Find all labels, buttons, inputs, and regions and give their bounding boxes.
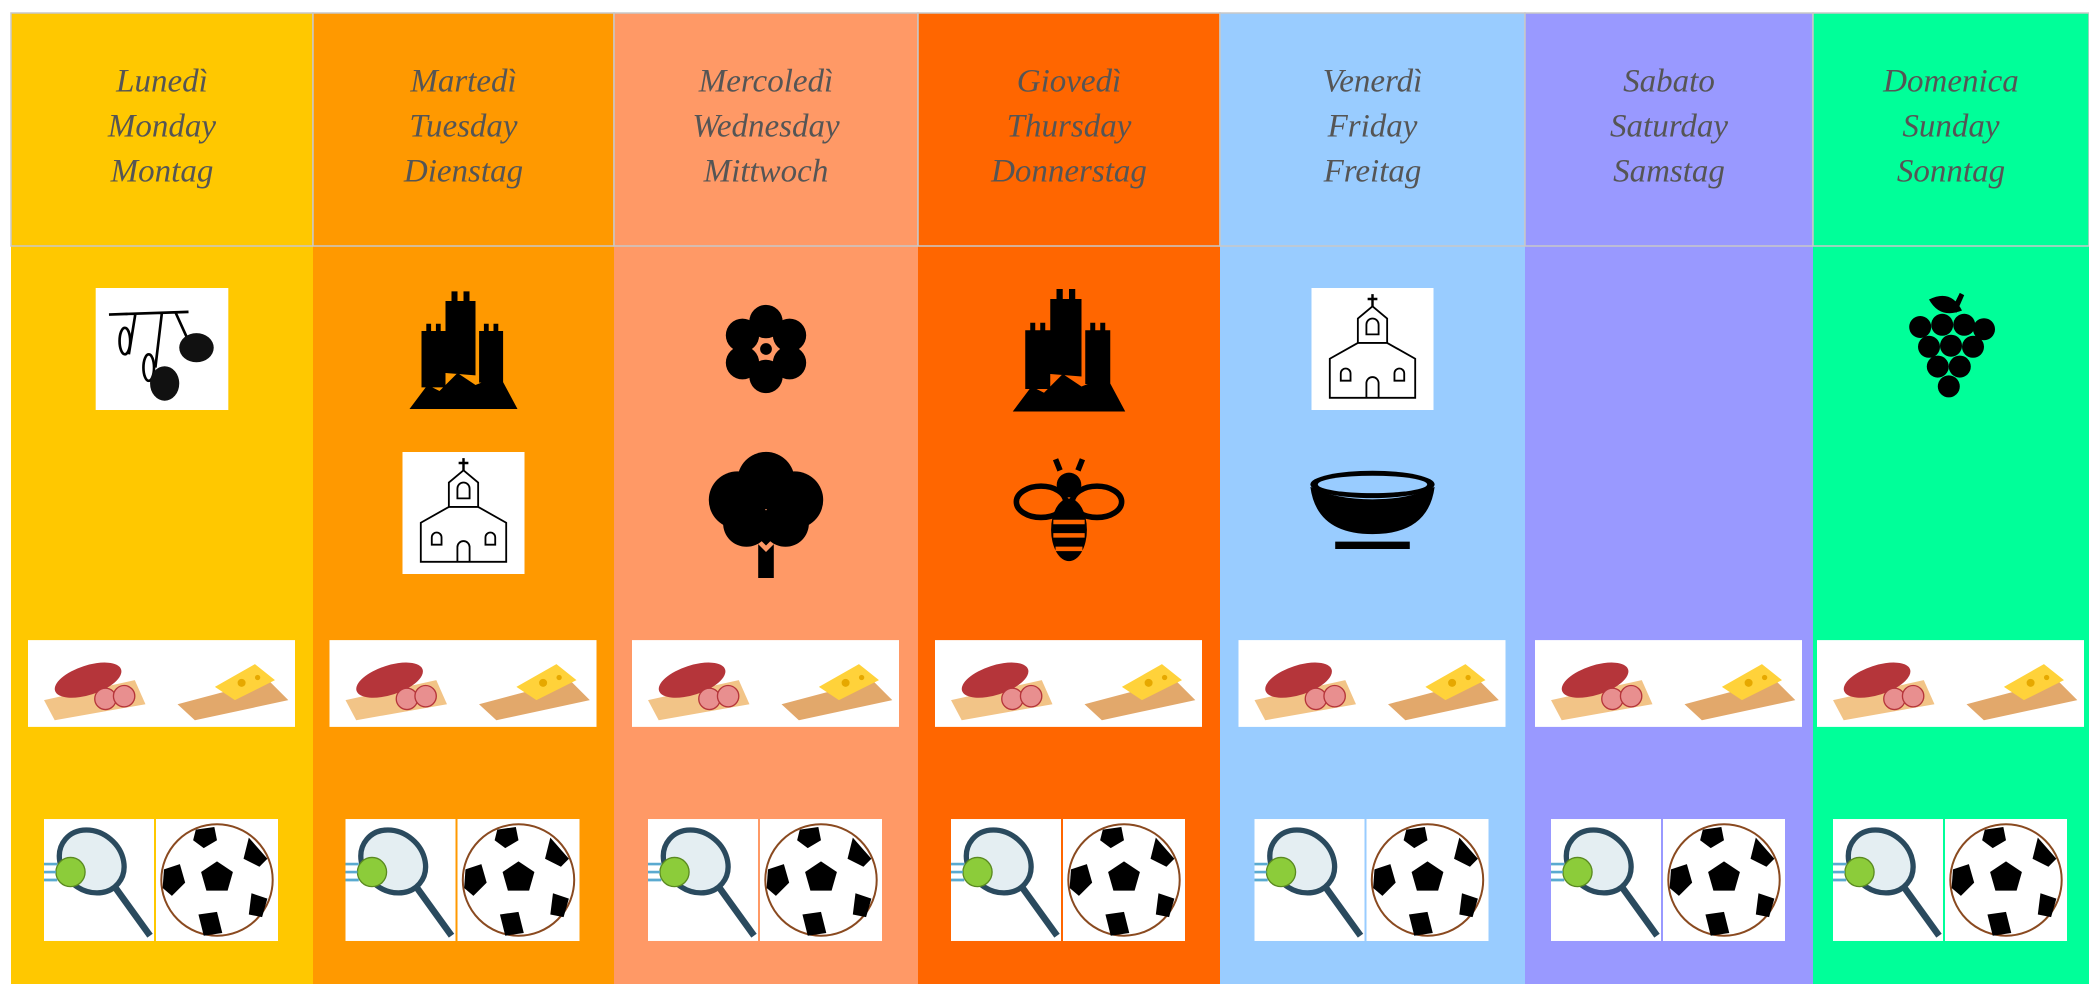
tennis-icon [44,817,154,941]
day-name-it: Sabato [1623,64,1715,100]
soccer-icon [457,819,580,941]
day-name-it: Venerdì [1323,64,1423,100]
activity-icon [1311,286,1434,412]
tennis-icon [1833,817,1943,941]
day-name-it: Martedì [409,64,516,100]
tennis-icon [346,817,456,941]
tennis-icon [951,817,1061,941]
day-name-it: Mercoledì [698,64,833,100]
activity-icon [95,288,229,410]
day-name-en: Monday [107,109,216,145]
day-name-it: Domenica [1882,64,2019,100]
day-name-en: Thursday [1007,109,1132,145]
soccer-icon [1063,819,1185,941]
day-name-it: Giovedì [1017,64,1121,100]
soccer-icon [1663,819,1785,941]
day-name-de: Dienstag [403,154,523,190]
day-name-de: Donnerstag [990,154,1147,190]
day-name-en: Saturday [1610,109,1728,145]
food-icon [1238,640,1506,727]
tennis-icon [648,817,758,941]
day-header [1812,12,2089,247]
day-name-de: Freitag [1323,154,1422,190]
day-name-en: Sunday [1902,109,2000,145]
day-name-en: Tuesday [409,109,518,145]
soccer-icon [1366,819,1489,941]
day-name-de: Montag [110,154,214,190]
soccer-icon [156,819,278,941]
day-name-de: Samstag [1613,154,1725,190]
soccer-icon [760,819,882,941]
day-name-en: Friday [1327,109,1418,145]
day-name-it: Lunedì [115,64,208,100]
food-icon [632,640,899,727]
food-icon [28,640,295,727]
food-icon [935,640,1202,727]
soccer-icon [1945,819,2067,941]
tennis-icon [1551,817,1661,941]
day-name-de: Sonntag [1897,154,2005,190]
tennis-icon [1255,817,1365,941]
food-icon [329,640,597,727]
activity-icon [402,450,525,576]
food-icon [1535,640,1802,727]
day-name-en: Wednesday [692,109,840,145]
food-icon [1817,640,2084,727]
day-name-de: Mittwoch [703,154,829,190]
